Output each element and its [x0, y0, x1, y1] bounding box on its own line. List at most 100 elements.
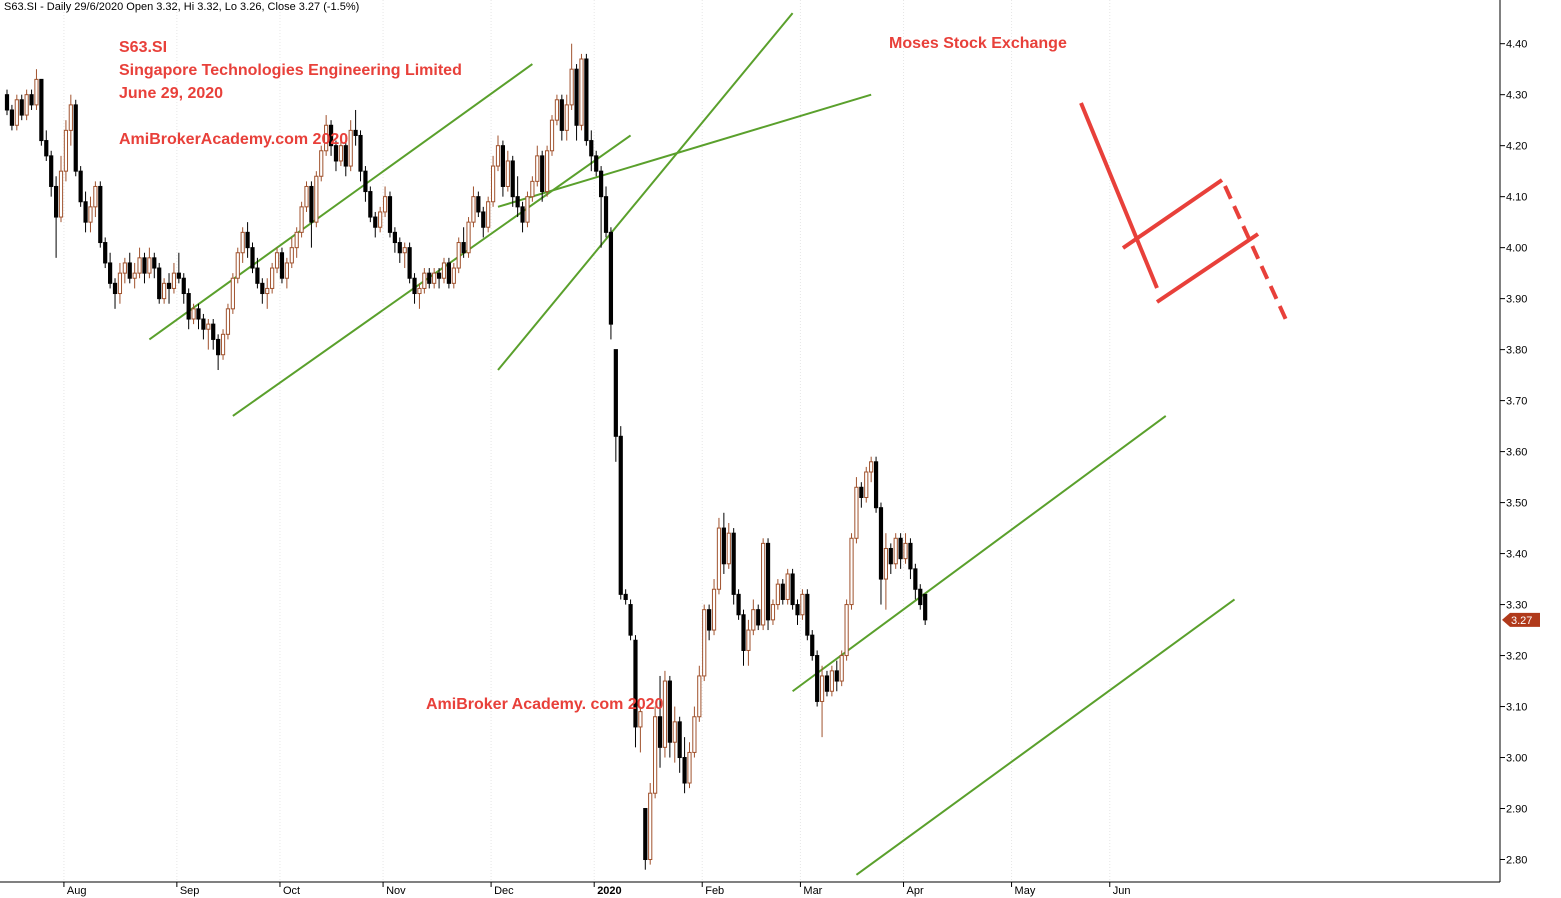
- candle-body: [883, 547, 888, 580]
- site-annotation-top: AmiBrokerAcademy.com 2020: [119, 131, 349, 148]
- candle-body: [83, 201, 88, 223]
- candle-body: [682, 757, 687, 784]
- candle-body: [628, 604, 633, 636]
- candle-body: [775, 583, 780, 606]
- candle-body: [849, 537, 854, 606]
- candle-body: [481, 211, 486, 228]
- candle-body: [844, 604, 849, 657]
- candle-body: [490, 165, 496, 203]
- candle-body: [132, 272, 137, 279]
- candle-body: [279, 252, 285, 279]
- channel-line: [497, 93, 872, 208]
- candle-body: [721, 527, 726, 565]
- candle-body: [127, 262, 132, 279]
- candle-body: [535, 155, 540, 182]
- candle-body: [864, 471, 869, 498]
- candle-body: [540, 155, 545, 193]
- candle-body: [324, 124, 329, 152]
- candle-body: [765, 542, 771, 621]
- candle-body: [495, 145, 501, 167]
- channel-line: [497, 12, 794, 371]
- candle-body: [608, 231, 614, 325]
- y-tick-label: 3.50: [1506, 498, 1527, 510]
- candle-body: [461, 242, 466, 254]
- y-tick-label: 3.10: [1506, 702, 1527, 714]
- candle-body: [653, 716, 658, 794]
- candle-body: [731, 532, 736, 595]
- candle-body: [805, 593, 810, 636]
- candle-body: [368, 191, 373, 218]
- candle-body: [49, 155, 54, 187]
- candle-body: [328, 124, 334, 147]
- candle-body: [549, 119, 555, 152]
- candle-body: [122, 262, 127, 274]
- candle-body: [657, 716, 663, 748]
- candle-body: [378, 211, 383, 228]
- brand-annotation: Moses Stock Exchange: [889, 35, 1067, 52]
- candle-body: [93, 185, 98, 208]
- candle-body: [869, 461, 874, 473]
- candle-body: [29, 94, 34, 106]
- date-annotation: June 29, 2020: [119, 85, 224, 102]
- candle-body: [559, 99, 564, 131]
- candle-body: [687, 751, 692, 784]
- candle-body: [137, 257, 142, 274]
- candle-body: [319, 150, 324, 177]
- candle-body: [147, 257, 152, 274]
- candle-body: [913, 568, 918, 590]
- candle-body: [486, 201, 491, 228]
- x-tick-label: Dec: [494, 885, 514, 897]
- candle-body: [245, 231, 250, 249]
- candle-body: [255, 267, 260, 284]
- candle-body: [711, 588, 717, 631]
- candle-body: [623, 593, 628, 600]
- company-annotation: Singapore Technologies Engineering Limit…: [119, 62, 462, 79]
- candle-body: [697, 675, 702, 718]
- candle-body: [736, 593, 741, 616]
- candle-body: [790, 573, 795, 606]
- y-tick-label: 3.80: [1506, 345, 1527, 357]
- candle-body: [923, 593, 928, 621]
- candle-body: [810, 634, 815, 657]
- candle-body: [898, 537, 903, 560]
- candle-body: [4, 94, 10, 111]
- candle-body: [716, 527, 722, 590]
- candle-body: [839, 655, 844, 682]
- candle-body: [152, 257, 157, 269]
- x-tick-label: May: [1015, 885, 1036, 897]
- candle-body: [579, 58, 584, 126]
- x-tick-label: 2020: [597, 885, 621, 897]
- candle-body: [530, 180, 535, 198]
- candle-body: [746, 629, 751, 651]
- candle-body: [216, 338, 221, 356]
- candle-body: [785, 573, 790, 600]
- candle-body: [903, 542, 908, 560]
- candle-body: [584, 58, 589, 142]
- candle-body: [314, 175, 319, 223]
- candle-body: [525, 196, 530, 223]
- y-tick-label: 2.90: [1506, 804, 1527, 816]
- candle-body: [338, 145, 343, 162]
- candle-body: [672, 721, 677, 743]
- y-tick-label: 3.70: [1506, 396, 1527, 408]
- candle-body: [726, 532, 731, 565]
- candle-body: [770, 604, 776, 621]
- candle-body: [618, 435, 623, 595]
- candle-body: [171, 272, 177, 289]
- candle-body: [761, 542, 766, 626]
- x-tick-label: Mar: [803, 885, 822, 897]
- candle-body: [829, 670, 834, 692]
- candle-body: [795, 604, 800, 616]
- candle-body: [515, 196, 520, 208]
- candle-body: [471, 196, 476, 223]
- candle-body: [73, 104, 78, 172]
- candle-body: [854, 486, 859, 539]
- candle-body: [436, 272, 442, 279]
- candle-body: [88, 206, 93, 223]
- candle-body: [402, 247, 407, 254]
- candle-body: [662, 680, 668, 748]
- candle-body: [432, 272, 437, 284]
- candle-body: [299, 206, 304, 233]
- candle-body: [554, 99, 560, 121]
